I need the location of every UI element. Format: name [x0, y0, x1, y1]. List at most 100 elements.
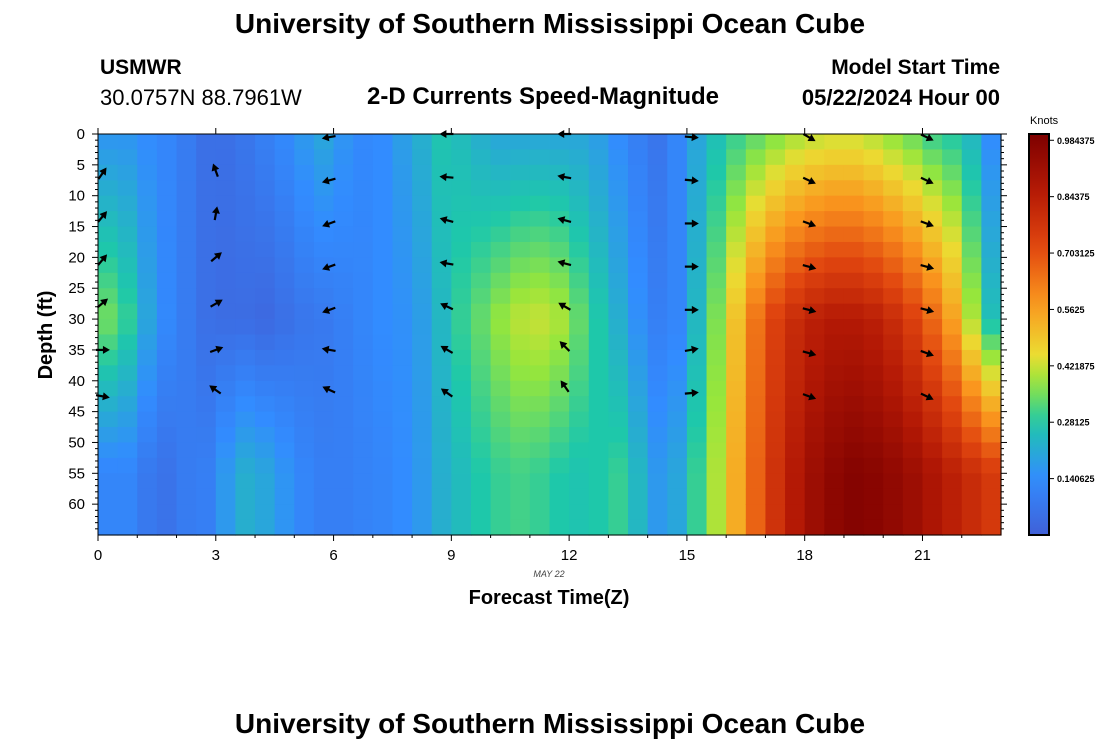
heatmap-cell	[961, 473, 982, 490]
heatmap-cell	[961, 411, 982, 428]
heatmap-cell	[353, 211, 374, 228]
heatmap-cell	[372, 226, 394, 243]
heatmap-cell	[294, 226, 315, 243]
heatmap-cell	[412, 149, 433, 166]
arrow-head	[691, 219, 699, 228]
heatmap-cell	[706, 164, 727, 181]
heatmap-cell	[608, 365, 629, 382]
heatmap-cell	[726, 288, 747, 305]
heatmap-cell	[961, 211, 982, 228]
heatmap-cell	[902, 365, 924, 382]
heatmap-cell	[647, 257, 668, 274]
current-vector-arrow	[920, 263, 935, 271]
heatmap-cell	[451, 164, 472, 181]
heatmap-cell	[255, 319, 276, 336]
heatmap-cell	[706, 411, 727, 428]
heatmap-cell	[726, 164, 747, 181]
heatmap-cell	[490, 334, 511, 351]
heatmap-cell	[529, 288, 551, 305]
heatmap-cell	[255, 473, 276, 490]
heatmap-cell	[628, 411, 649, 428]
heatmap-cell	[215, 457, 237, 474]
heatmap-cell	[412, 411, 433, 428]
heatmap-cell	[706, 303, 727, 320]
arrow-head	[691, 389, 699, 398]
heatmap-cell	[942, 504, 963, 521]
heatmap-cell	[804, 226, 825, 243]
heatmap-cell	[470, 134, 492, 151]
heatmap-cell	[745, 488, 767, 505]
heatmap-cell	[588, 288, 609, 305]
heatmap-cell	[392, 334, 413, 351]
heatmap-cell	[922, 241, 943, 258]
heatmap-cell	[412, 519, 433, 536]
arrow-head	[440, 388, 449, 396]
arrow-head	[808, 349, 817, 358]
heatmap-cell	[667, 427, 688, 444]
heatmap-cell	[470, 288, 492, 305]
heatmap-cell	[843, 288, 865, 305]
heatmap-cell	[628, 427, 649, 444]
heatmap-cell	[431, 519, 452, 536]
heatmap-cell	[333, 504, 354, 521]
heatmap-cell	[765, 134, 786, 151]
heatmap-cell	[431, 396, 452, 413]
heatmap-cell	[137, 149, 158, 166]
arrow-head	[213, 252, 222, 260]
colorbar-tick-label: 0.140625	[1057, 474, 1095, 484]
y-tick-label: 10	[68, 188, 85, 205]
heatmap-cell	[863, 226, 884, 243]
heatmap-cell	[372, 504, 394, 521]
heatmap-cell	[333, 473, 354, 490]
heatmap-cell	[922, 164, 943, 181]
heatmap-cell	[510, 427, 531, 444]
heatmap-cell	[353, 380, 374, 397]
heatmap-cell	[529, 442, 551, 459]
heatmap-cell	[588, 211, 609, 228]
heatmap-cell	[510, 134, 531, 151]
heatmap-cell	[961, 257, 982, 274]
arrow-head	[691, 133, 699, 142]
heatmap-cell	[647, 241, 668, 258]
heatmap-cell	[196, 334, 217, 351]
heatmap-cell	[608, 134, 629, 151]
heatmap-cell	[137, 365, 158, 382]
heatmap-cell	[942, 349, 963, 366]
heatmap-cell	[706, 365, 727, 382]
heatmap-cell	[392, 288, 413, 305]
heatmap-cell	[569, 226, 590, 243]
heatmap-cell	[372, 180, 394, 197]
heatmap-cell	[451, 380, 472, 397]
heatmap-cell	[156, 488, 178, 505]
heatmap-cell	[588, 396, 609, 413]
heatmap-cell	[667, 134, 688, 151]
heatmap-cell	[785, 427, 806, 444]
x-tick-label: 15	[679, 547, 696, 564]
heatmap-cell	[902, 288, 924, 305]
heatmap-cell	[902, 272, 924, 289]
heatmap-cell	[647, 442, 668, 459]
colorbar: 0.140625 0.28125 0.421875 0.5625 0.703125 0.8…	[1028, 133, 1095, 536]
heatmap-cell	[883, 457, 904, 474]
heatmap-cell	[667, 504, 688, 521]
heatmap-cell	[333, 241, 354, 258]
heatmap-cell	[883, 380, 904, 397]
heatmap-cell	[745, 519, 767, 536]
heatmap-cell	[883, 134, 904, 151]
current-vector-arrow	[920, 306, 935, 314]
heatmap-cell	[824, 365, 845, 382]
heatmap-cell	[333, 488, 354, 505]
heatmap-cell	[98, 365, 119, 382]
heatmap-cell	[686, 149, 708, 166]
heatmap-cell	[255, 427, 276, 444]
arrow-head	[557, 216, 566, 224]
colorbar-tick-label: 0.984375	[1057, 136, 1095, 146]
heatmap-cell	[824, 241, 845, 258]
heatmap-cell	[608, 211, 629, 228]
heatmap-cell	[667, 149, 688, 166]
heatmap-cell	[883, 519, 904, 536]
heatmap-cell	[470, 319, 492, 336]
heatmap-cell	[137, 411, 158, 428]
heatmap-cell	[902, 149, 924, 166]
heatmap-cell	[274, 457, 295, 474]
